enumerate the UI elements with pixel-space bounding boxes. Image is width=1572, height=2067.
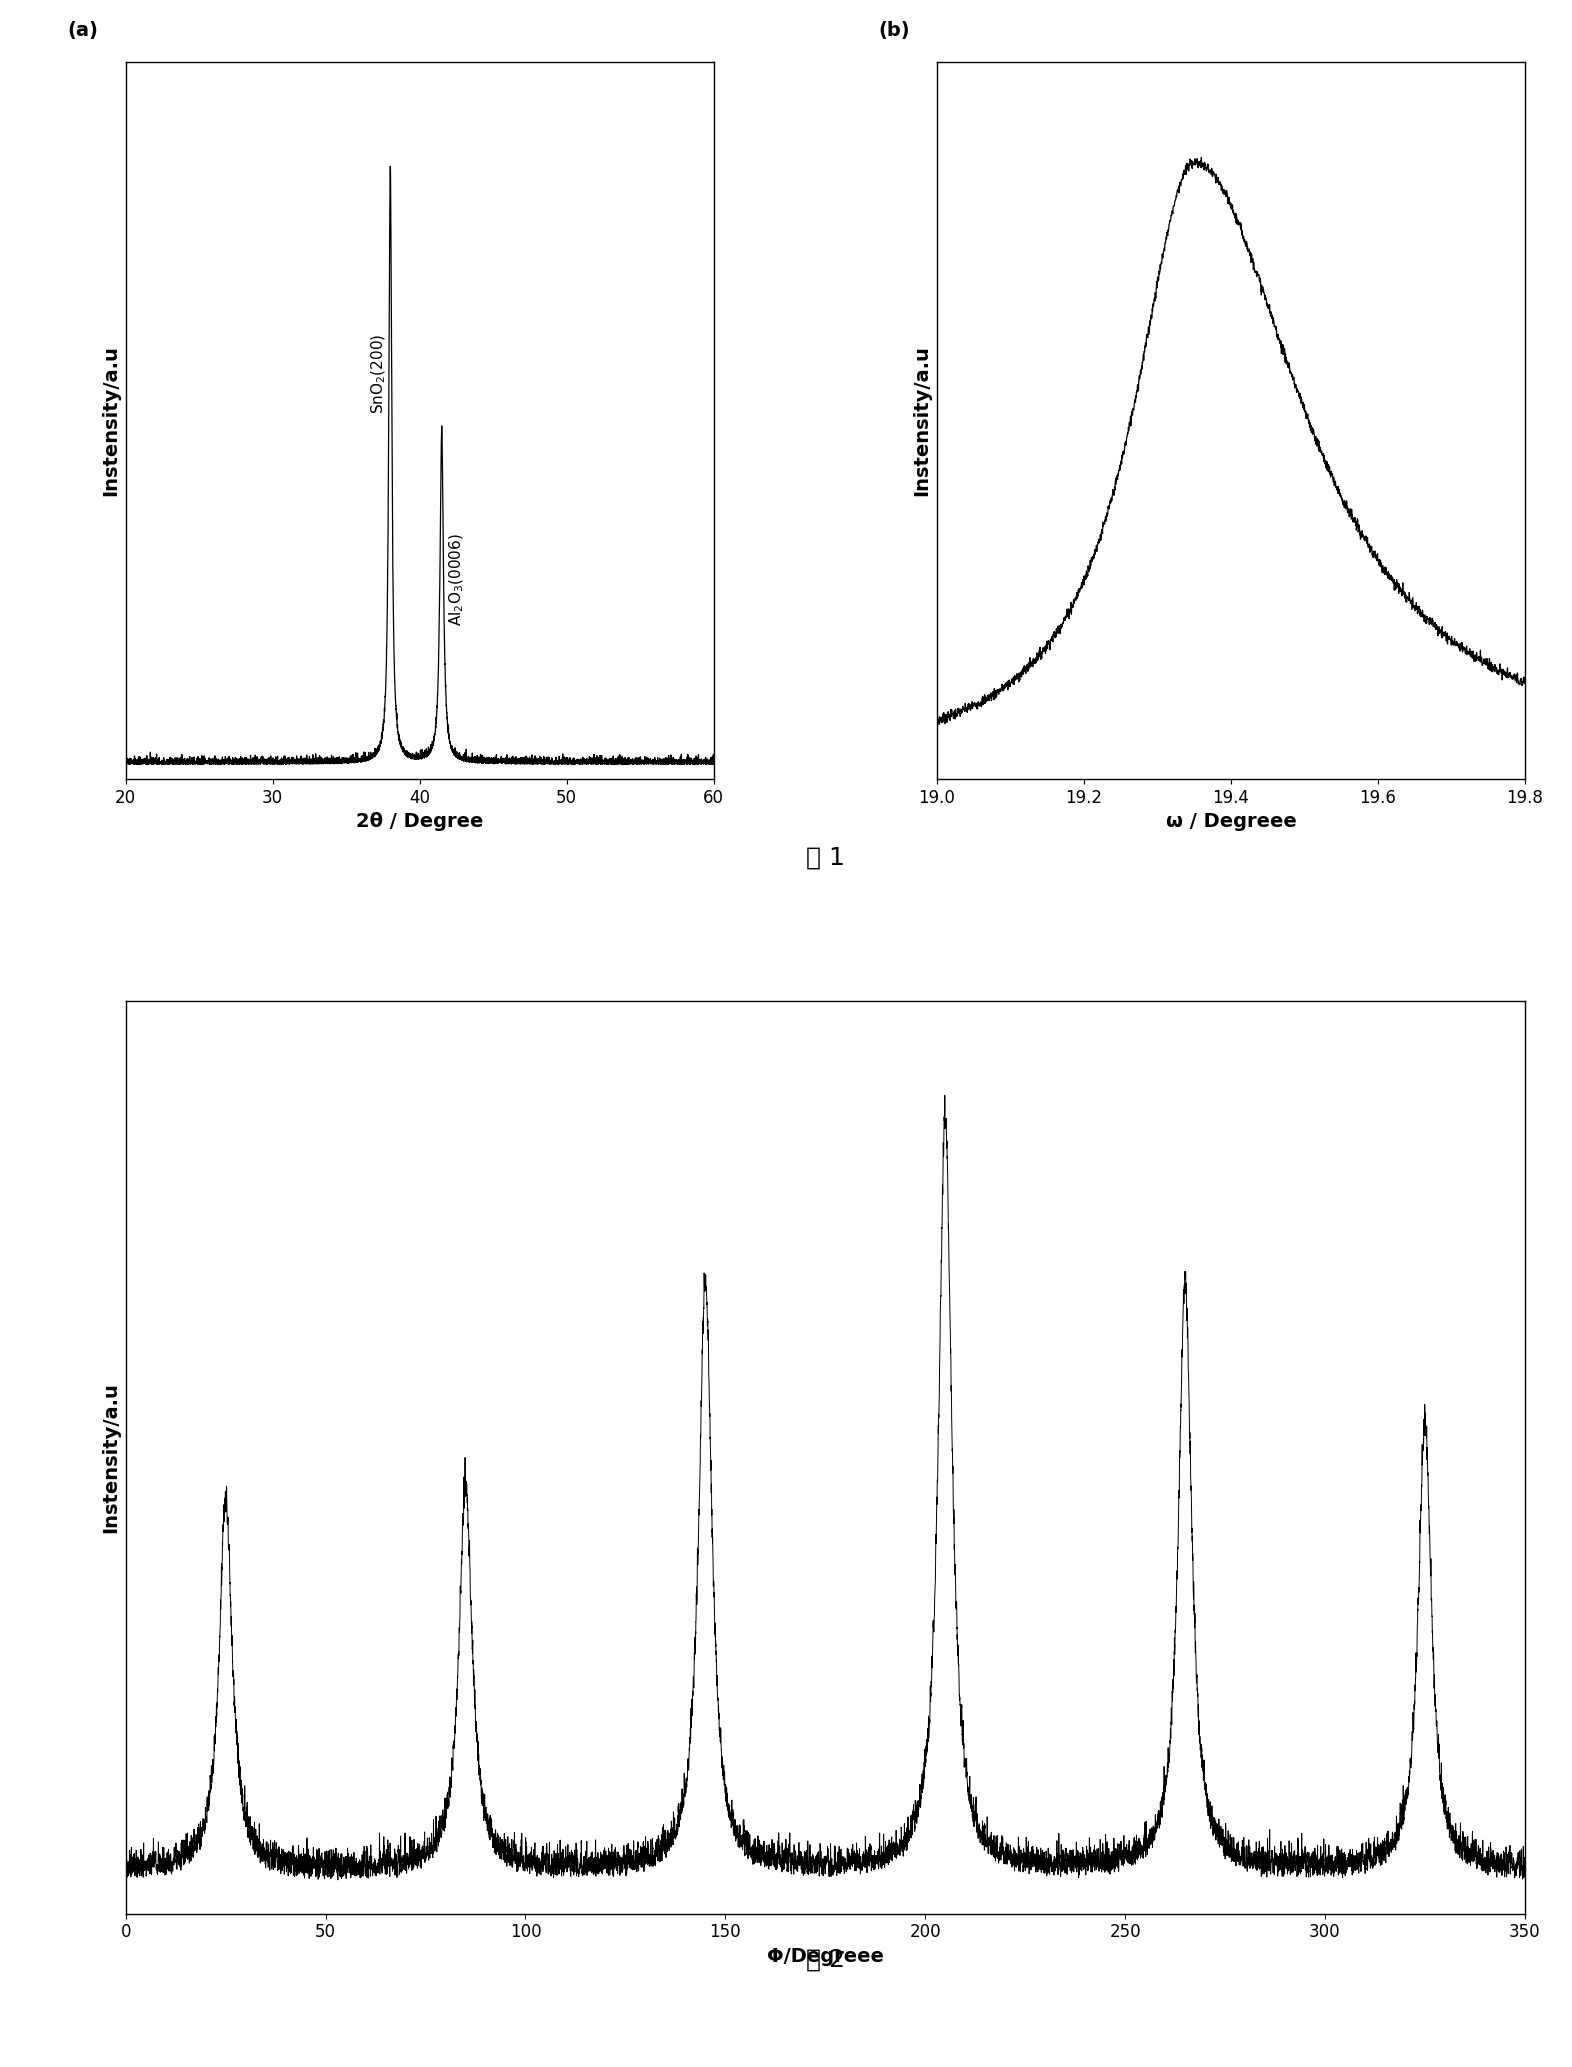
Y-axis label: Instensity/a.u: Instensity/a.u [101, 345, 119, 496]
Y-axis label: Instensity/a.u: Instensity/a.u [912, 345, 932, 496]
X-axis label: ω / Degreee: ω / Degreee [1165, 812, 1297, 831]
Text: 图 2: 图 2 [806, 1947, 844, 1972]
Text: $\mathrm{SnO_2(200)}$: $\mathrm{SnO_2(200)}$ [369, 335, 388, 413]
X-axis label: 2θ / Degree: 2θ / Degree [355, 812, 483, 831]
X-axis label: Φ/Degreee: Φ/Degreee [767, 1947, 883, 1966]
Text: (b): (b) [879, 21, 910, 41]
Text: 图 1: 图 1 [806, 845, 844, 870]
Text: (a): (a) [68, 21, 97, 41]
Text: $\mathrm{Al_2O_3(0006)}$: $\mathrm{Al_2O_3(0006)}$ [446, 533, 465, 626]
Y-axis label: Instensity/a.u: Instensity/a.u [101, 1383, 119, 1534]
